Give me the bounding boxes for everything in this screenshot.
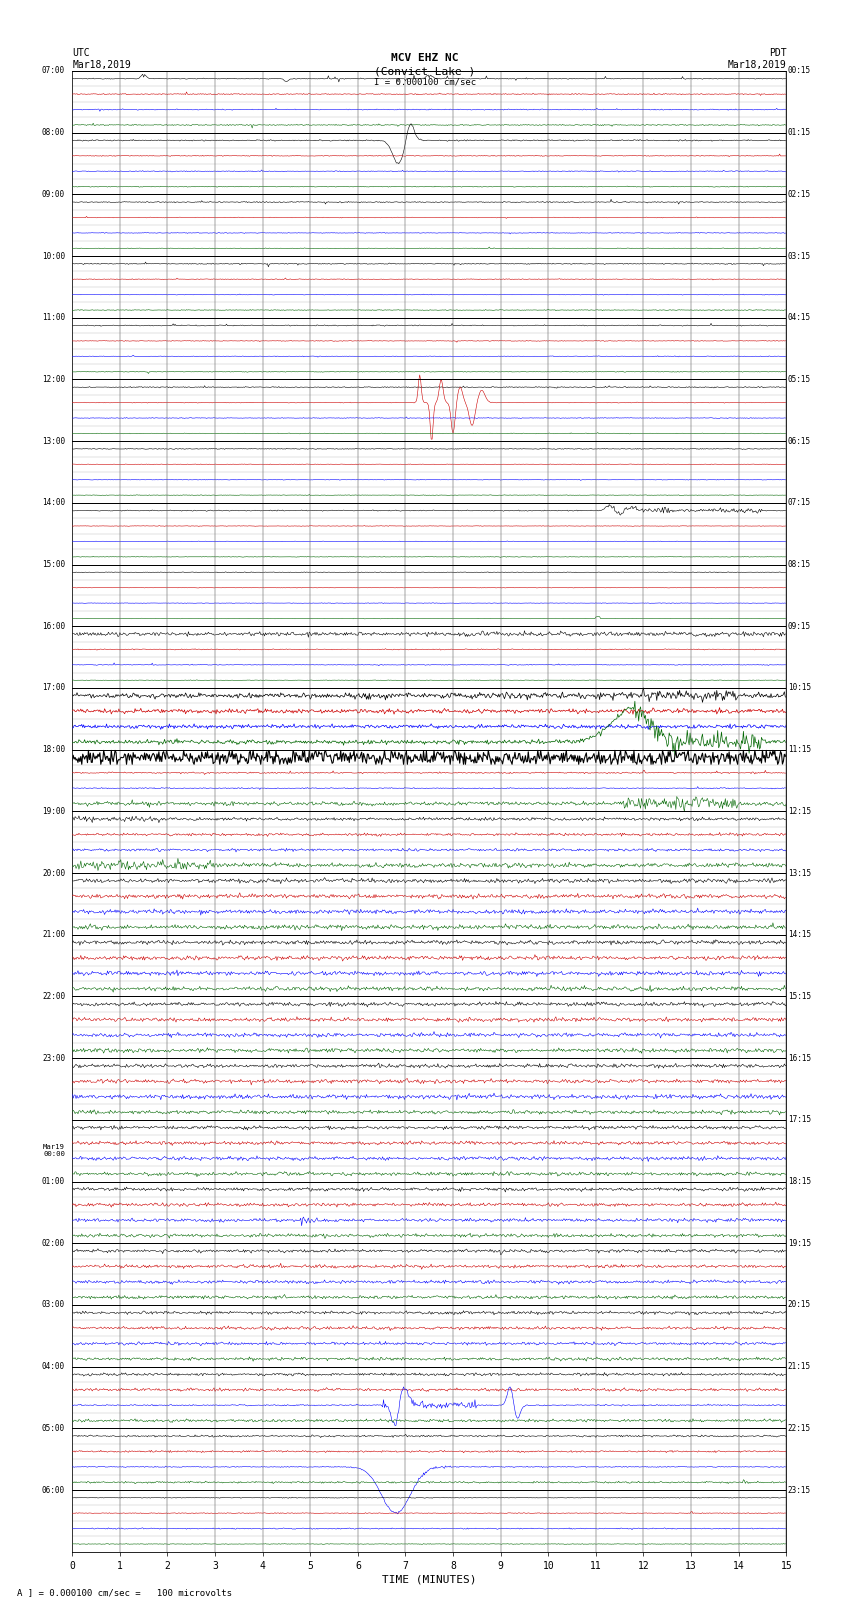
Text: 05:15: 05:15 — [788, 374, 811, 384]
Text: 11:00: 11:00 — [42, 313, 65, 323]
X-axis label: TIME (MINUTES): TIME (MINUTES) — [382, 1574, 477, 1586]
Text: 20:00: 20:00 — [42, 868, 65, 877]
Text: 14:00: 14:00 — [42, 498, 65, 508]
Text: 09:00: 09:00 — [42, 190, 65, 198]
Text: 15:00: 15:00 — [42, 560, 65, 569]
Text: 15:15: 15:15 — [788, 992, 811, 1002]
Text: 02:00: 02:00 — [42, 1239, 65, 1248]
Text: 16:15: 16:15 — [788, 1053, 811, 1063]
Text: 17:00: 17:00 — [42, 684, 65, 692]
Text: Mar19
00:00: Mar19 00:00 — [43, 1144, 65, 1157]
Text: (Convict Lake ): (Convict Lake ) — [374, 66, 476, 76]
Text: 08:15: 08:15 — [788, 560, 811, 569]
Text: I = 0.000100 cm/sec: I = 0.000100 cm/sec — [374, 77, 476, 87]
Text: A ] = 0.000100 cm/sec =   100 microvolts: A ] = 0.000100 cm/sec = 100 microvolts — [17, 1587, 232, 1597]
Text: Mar18,2019: Mar18,2019 — [72, 60, 131, 69]
Text: 02:15: 02:15 — [788, 190, 811, 198]
Text: 11:15: 11:15 — [788, 745, 811, 755]
Text: 04:15: 04:15 — [788, 313, 811, 323]
Text: 18:00: 18:00 — [42, 745, 65, 755]
Text: 01:15: 01:15 — [788, 127, 811, 137]
Text: 13:00: 13:00 — [42, 437, 65, 445]
Text: 10:00: 10:00 — [42, 252, 65, 261]
Text: 20:15: 20:15 — [788, 1300, 811, 1310]
Text: 21:15: 21:15 — [788, 1361, 811, 1371]
Text: Mar18,2019: Mar18,2019 — [728, 60, 786, 69]
Text: 23:00: 23:00 — [42, 1053, 65, 1063]
Text: 07:15: 07:15 — [788, 498, 811, 508]
Text: 07:00: 07:00 — [42, 66, 65, 76]
Text: MCV EHZ NC: MCV EHZ NC — [391, 53, 459, 63]
Text: 08:00: 08:00 — [42, 127, 65, 137]
Text: 03:15: 03:15 — [788, 252, 811, 261]
Text: 19:15: 19:15 — [788, 1239, 811, 1248]
Text: 01:00: 01:00 — [42, 1177, 65, 1186]
Text: 19:00: 19:00 — [42, 806, 65, 816]
Text: 13:15: 13:15 — [788, 868, 811, 877]
Text: 03:00: 03:00 — [42, 1300, 65, 1310]
Text: 16:00: 16:00 — [42, 621, 65, 631]
Text: 09:15: 09:15 — [788, 621, 811, 631]
Text: 14:15: 14:15 — [788, 931, 811, 939]
Text: 10:15: 10:15 — [788, 684, 811, 692]
Text: 04:00: 04:00 — [42, 1361, 65, 1371]
Text: 06:15: 06:15 — [788, 437, 811, 445]
Text: 12:00: 12:00 — [42, 374, 65, 384]
Text: UTC: UTC — [72, 48, 90, 58]
Text: 18:15: 18:15 — [788, 1177, 811, 1186]
Text: 00:15: 00:15 — [788, 66, 811, 76]
Text: 22:15: 22:15 — [788, 1424, 811, 1432]
Text: 22:00: 22:00 — [42, 992, 65, 1002]
Text: 12:15: 12:15 — [788, 806, 811, 816]
Text: 06:00: 06:00 — [42, 1486, 65, 1495]
Text: PDT: PDT — [768, 48, 786, 58]
Text: 17:15: 17:15 — [788, 1115, 811, 1124]
Text: 21:00: 21:00 — [42, 931, 65, 939]
Text: 05:00: 05:00 — [42, 1424, 65, 1432]
Text: 23:15: 23:15 — [788, 1486, 811, 1495]
